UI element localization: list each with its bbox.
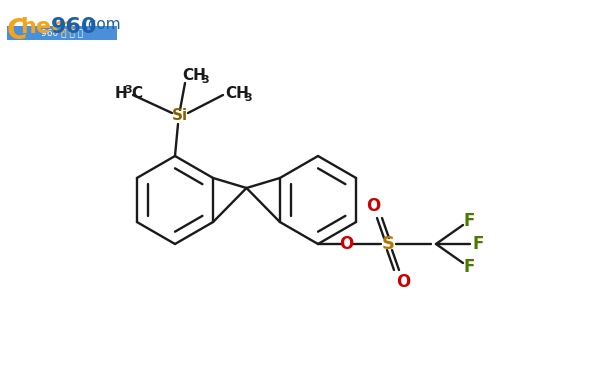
Text: 3: 3 [244, 93, 252, 103]
Text: F: F [473, 235, 483, 253]
Text: F: F [463, 258, 475, 276]
Text: O: O [396, 273, 410, 291]
Text: .com: .com [83, 17, 120, 32]
Text: 3: 3 [201, 75, 209, 85]
Text: H: H [115, 87, 128, 102]
Text: O: O [366, 197, 380, 215]
Text: C: C [131, 87, 142, 102]
Text: 3: 3 [124, 85, 132, 95]
FancyBboxPatch shape [7, 26, 117, 40]
Text: F: F [463, 212, 475, 230]
Text: S: S [382, 235, 394, 253]
Text: CH: CH [182, 69, 206, 84]
Text: 960: 960 [51, 17, 97, 37]
Text: 960 化 工 网: 960 化 工 网 [41, 28, 83, 38]
Text: hem: hem [20, 17, 74, 37]
Text: Si: Si [172, 108, 188, 123]
Text: O: O [339, 235, 353, 253]
Text: CH: CH [225, 87, 249, 102]
Text: C: C [7, 17, 27, 45]
